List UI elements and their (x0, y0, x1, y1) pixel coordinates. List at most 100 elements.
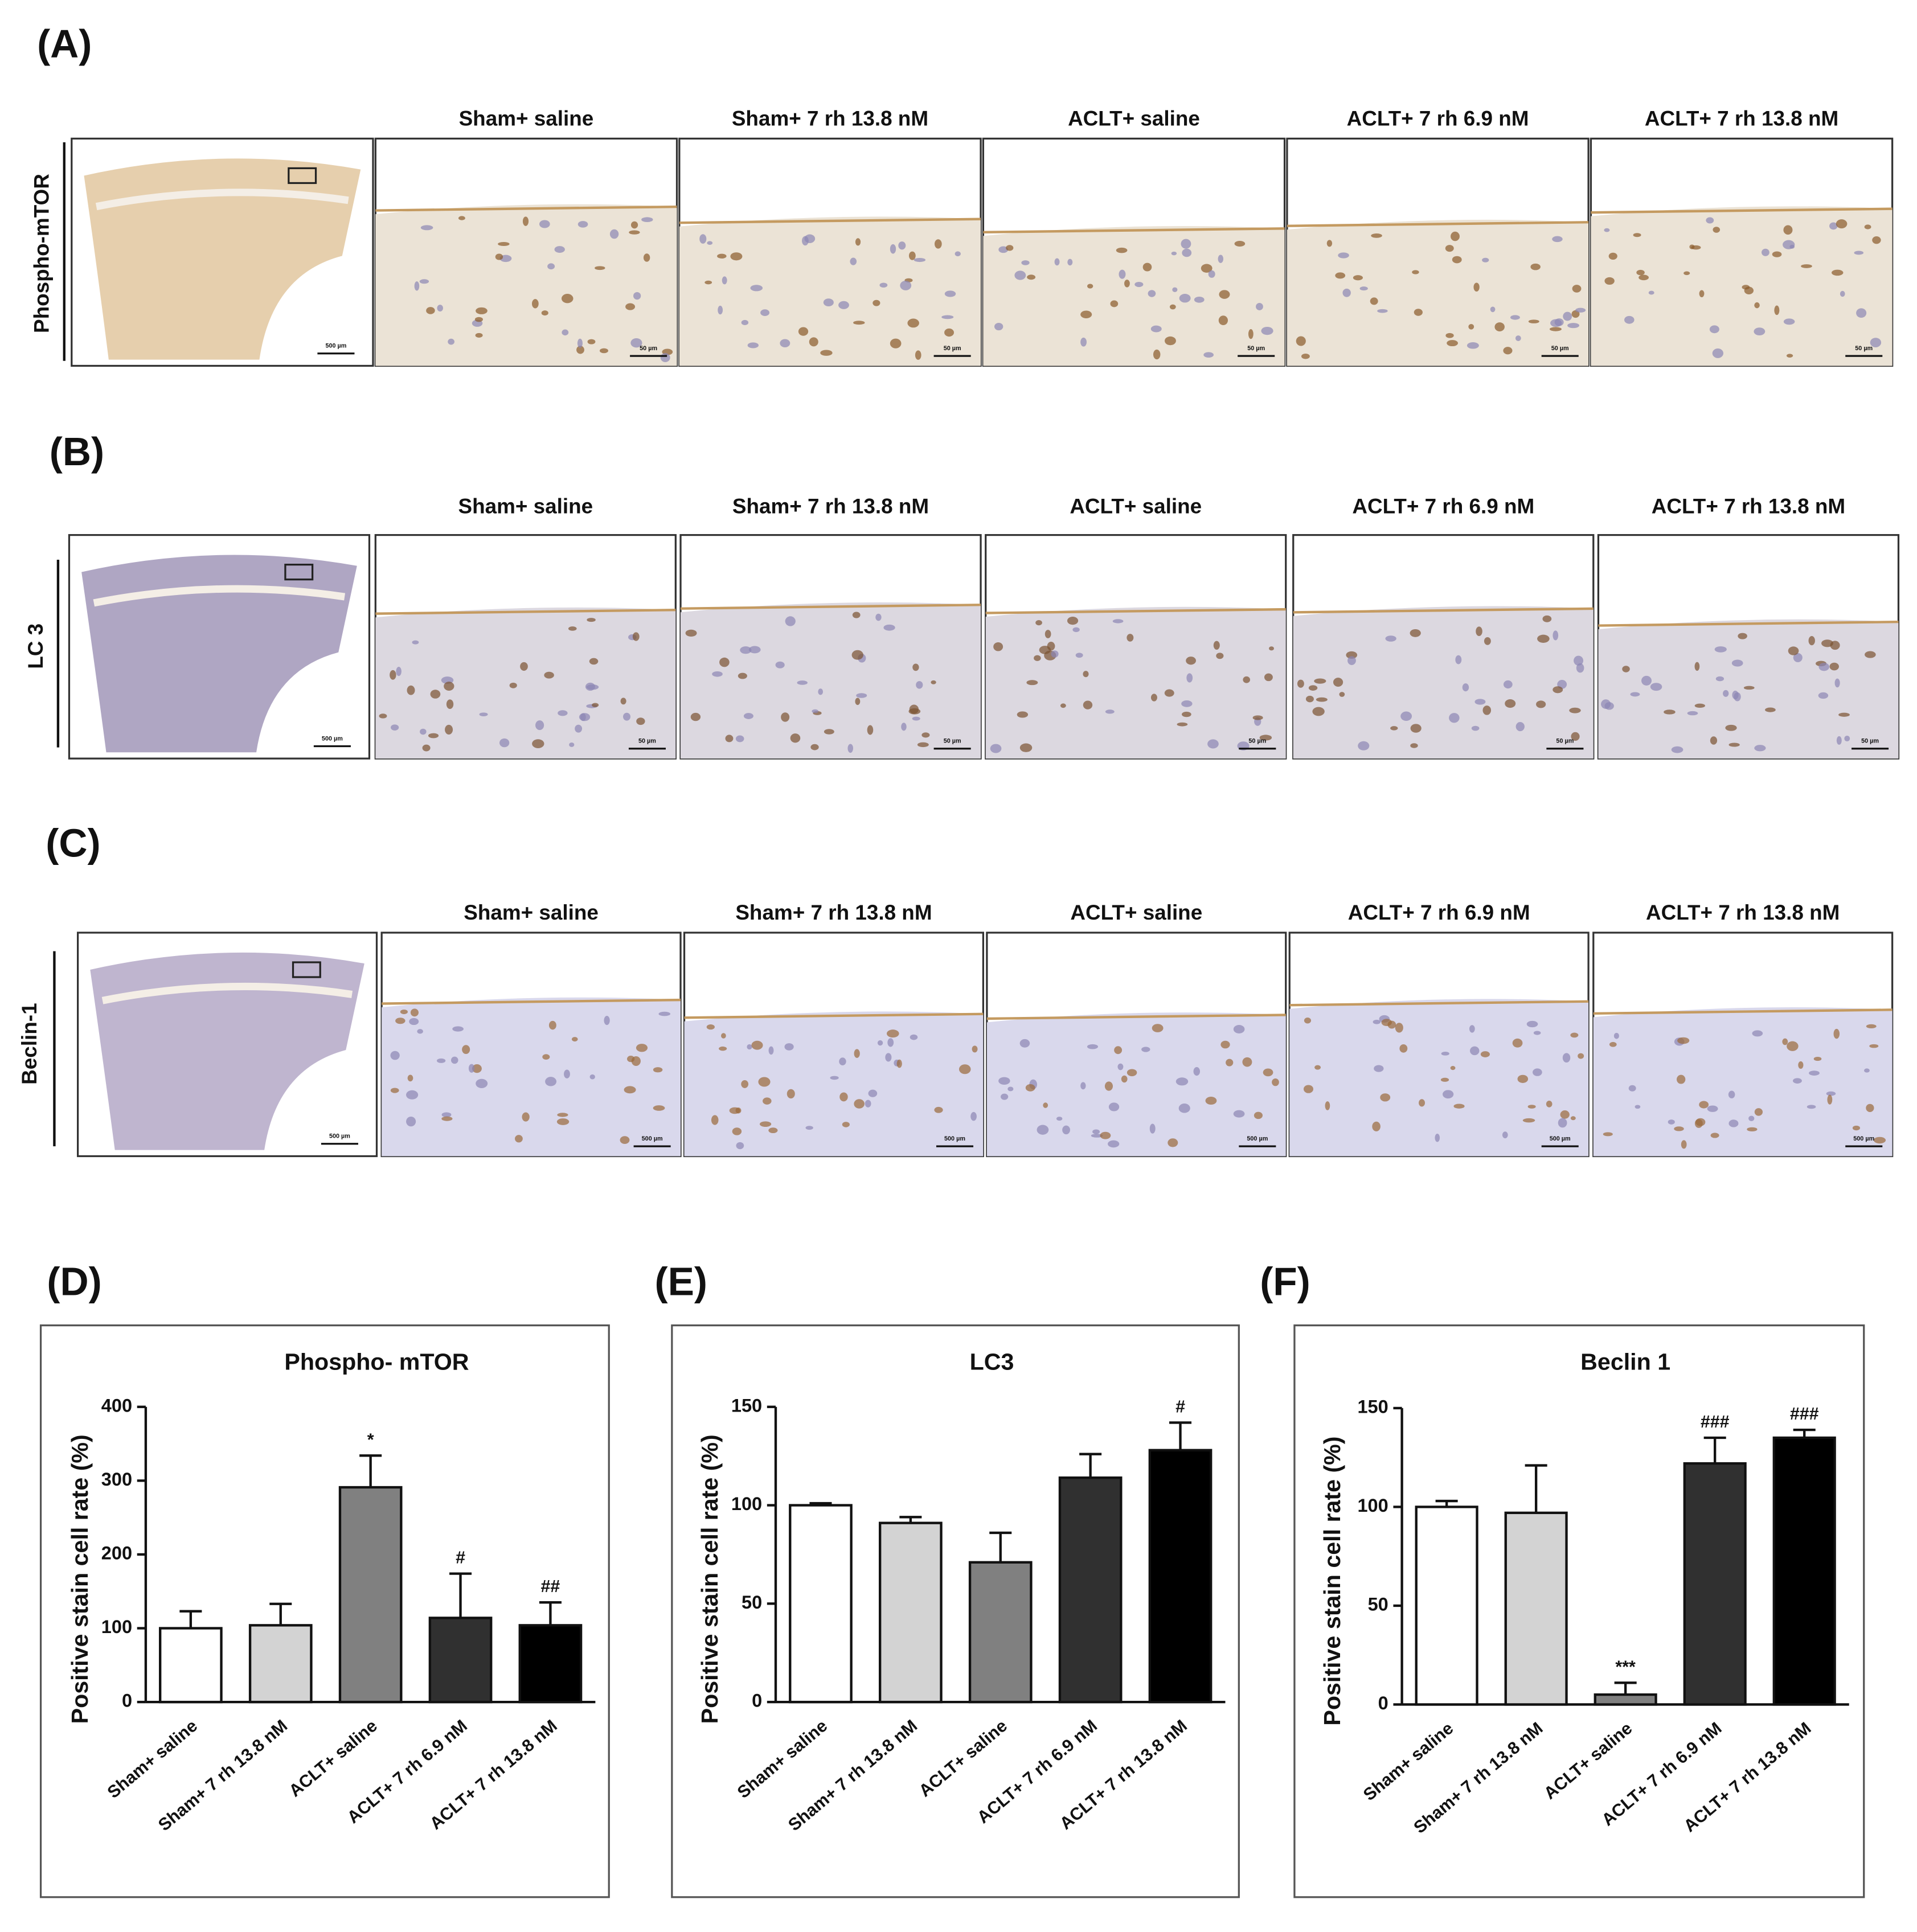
chondrocyte (1512, 1038, 1523, 1048)
chondrocyte (1075, 653, 1083, 658)
chondrocyte (1216, 653, 1224, 659)
chondrocyte (1419, 1099, 1426, 1107)
chondrocyte (1526, 1020, 1538, 1028)
y-tick-label: 50 (1368, 1594, 1388, 1615)
column-header: Sham+ 7 rh 13.8 nM (732, 107, 928, 130)
significance-mark: ### (1790, 1405, 1819, 1424)
chondrocyte (1150, 325, 1162, 333)
chondrocyte (1774, 305, 1780, 315)
chondrocyte (1536, 700, 1546, 708)
chondrocyte (412, 640, 419, 645)
column-header: ACLT+ saline (1070, 495, 1202, 518)
chondrocyte (509, 682, 517, 688)
chondrocyte (1148, 290, 1156, 297)
chondrocyte (855, 238, 861, 246)
surface-layer (1293, 607, 1594, 614)
chondrocyte (1782, 1038, 1788, 1045)
chondrocyte (569, 742, 575, 747)
chondrocyte (730, 252, 743, 261)
chondrocyte (732, 1127, 742, 1135)
chondrocyte (867, 725, 874, 735)
chondrocyte (535, 720, 544, 731)
chondrocyte (1181, 239, 1191, 249)
chondrocyte (1572, 285, 1582, 293)
chondrocyte (1630, 692, 1640, 697)
chondrocyte (1171, 251, 1177, 256)
chondrocyte (1193, 1067, 1201, 1076)
chondrocyte (1866, 1024, 1877, 1029)
chondrocyte (420, 225, 433, 231)
chondrocyte (1482, 257, 1489, 262)
chondrocyte (630, 338, 642, 348)
chondrocyte (908, 251, 916, 260)
chondrocyte (1570, 1032, 1579, 1038)
chondrocyte (441, 1112, 452, 1118)
panel-letter: (C) (46, 821, 100, 865)
chondrocyte (1563, 311, 1572, 321)
chondrocyte (990, 744, 1002, 753)
chondrocyte (1476, 626, 1482, 637)
chondrocyte (1410, 724, 1422, 733)
chondrocyte (719, 1046, 727, 1051)
chondrocyte (1207, 739, 1219, 749)
chondrocyte (1821, 639, 1833, 647)
chondrocyte (1765, 707, 1776, 712)
chondrocyte (1676, 1074, 1686, 1084)
chondrocyte (901, 723, 907, 731)
chondrocyte (856, 693, 867, 698)
chondrocyte (1387, 1020, 1396, 1029)
chondrocyte (1153, 349, 1161, 360)
cartilage-tissue (983, 225, 1285, 366)
y-tick-label: 0 (122, 1691, 132, 1711)
chondrocyte (632, 632, 640, 641)
chondrocyte (1480, 1051, 1490, 1057)
chondrocyte (1575, 307, 1586, 313)
chondrocyte (1175, 1077, 1189, 1086)
chondrocyte (1834, 678, 1840, 688)
chondrocyte (712, 671, 723, 677)
chondrocyte (1205, 1097, 1217, 1105)
chondrocyte (1261, 326, 1273, 335)
chondrocyte (1608, 252, 1617, 260)
chondrocyte (1412, 270, 1419, 274)
chondrocyte (1312, 707, 1325, 716)
chondrocyte (1410, 743, 1418, 748)
chondrocyte (915, 350, 921, 360)
chondrocyte (446, 699, 454, 709)
chondrocyte (1648, 290, 1654, 295)
chondrocyte (1484, 637, 1491, 645)
bar (518, 1624, 583, 1704)
chondrocyte (1400, 711, 1412, 721)
scale-label: 50 µm (944, 738, 961, 745)
chondrocyte (1219, 290, 1230, 299)
chondrocyte (1522, 1118, 1535, 1123)
chondrocyte (1609, 1041, 1617, 1047)
y-tick-label: 100 (1357, 1495, 1388, 1516)
chondrocyte (896, 1059, 902, 1068)
column-header: Sham+ saline (459, 107, 594, 130)
chondrocyte (1772, 251, 1782, 257)
column-header: Sham+ 7 rh 13.8 nM (735, 901, 932, 924)
chondrocyte (1308, 685, 1318, 691)
chondrocyte (1181, 700, 1193, 707)
chondrocyte (758, 1077, 771, 1087)
scale-label: 50 µm (1861, 738, 1879, 745)
chondrocyte (775, 661, 785, 668)
panel-letter: (D) (47, 1259, 101, 1303)
chondrocyte (462, 1045, 470, 1055)
chondrocyte (890, 244, 896, 254)
chondrocyte (1744, 286, 1754, 294)
chondrocyte (499, 738, 510, 748)
chondrocyte (704, 280, 712, 285)
chondrocyte (812, 709, 819, 713)
chondrocyte (1080, 1082, 1086, 1090)
chondrocyte (1092, 1129, 1100, 1134)
chondrocyte (1150, 694, 1157, 702)
chondrocyte (1826, 1091, 1836, 1096)
panel-letter: (A) (37, 22, 92, 66)
y-axis-label: Positive stain cell rate (%) (67, 1434, 93, 1724)
chondrocyte (1622, 666, 1630, 672)
chondrocyte (1578, 1053, 1584, 1059)
chondrocyte (1039, 646, 1051, 654)
chondrocyte (1530, 263, 1541, 270)
